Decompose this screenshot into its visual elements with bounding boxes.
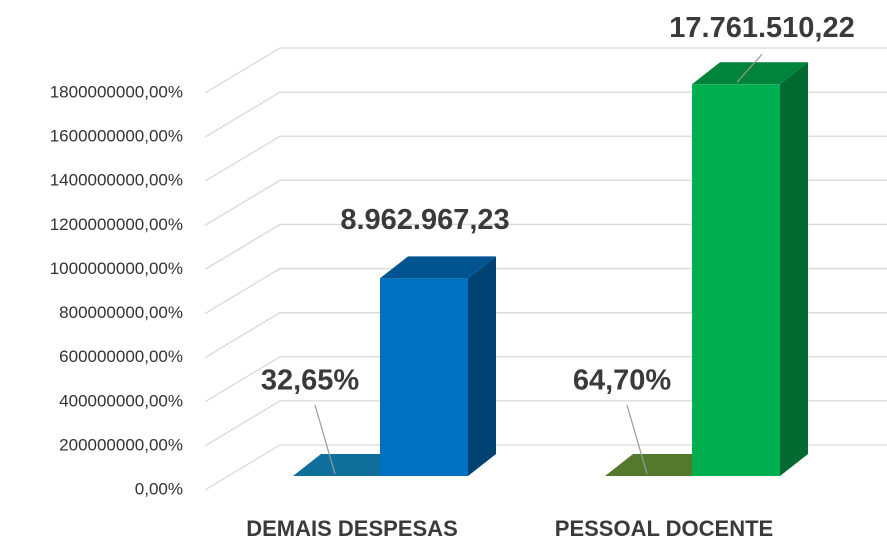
y-tick-label: 1000000000,00% (50, 259, 183, 278)
grid-line (204, 444, 887, 491)
data-label: 64,70% (573, 365, 672, 397)
y-tick-label: 1800000000,00% (50, 82, 183, 101)
grid-line (204, 267, 887, 315)
y-tick-label: 1200000000,00% (50, 215, 183, 234)
bar-face (293, 454, 408, 476)
bar (380, 256, 496, 476)
grid-line (204, 91, 887, 138)
leader-line (626, 404, 648, 475)
bar (293, 454, 408, 476)
y-tick-label: 400000000,00% (59, 391, 183, 410)
y-tick-label: 1400000000,00% (50, 171, 183, 190)
grid-line (204, 135, 887, 182)
grid-line (204, 223, 887, 271)
grid-line (204, 356, 887, 403)
bar-face (605, 454, 720, 476)
leader-line (736, 53, 763, 83)
data-label: 32,65% (261, 365, 360, 397)
bar-face (380, 278, 468, 476)
bar-face (692, 62, 808, 85)
grid-line (204, 312, 887, 359)
leader-line (314, 404, 336, 475)
bar-face (780, 62, 808, 477)
y-tick-label: 200000000,00% (59, 435, 183, 454)
bar (605, 454, 720, 476)
y-tick-label: 800000000,00% (59, 303, 183, 322)
bar-face (692, 84, 780, 477)
x-tick-label: DEMAIS DESPESAS (246, 516, 458, 541)
bar-face (380, 256, 496, 279)
bar-face (468, 256, 496, 476)
grid-line (204, 179, 887, 226)
data-label: 17.761.510,22 (669, 12, 854, 44)
x-tick-label: PESSOAL DOCENTE (555, 516, 773, 541)
data-label: 8.962.967,23 (340, 204, 509, 236)
y-tick-label: 0,00% (135, 479, 183, 498)
y-tick-label: 600000000,00% (59, 347, 183, 366)
grid-line (204, 47, 887, 94)
grid-line (204, 400, 887, 447)
bar (692, 62, 808, 477)
y-tick-label: 1600000000,00% (50, 127, 183, 146)
